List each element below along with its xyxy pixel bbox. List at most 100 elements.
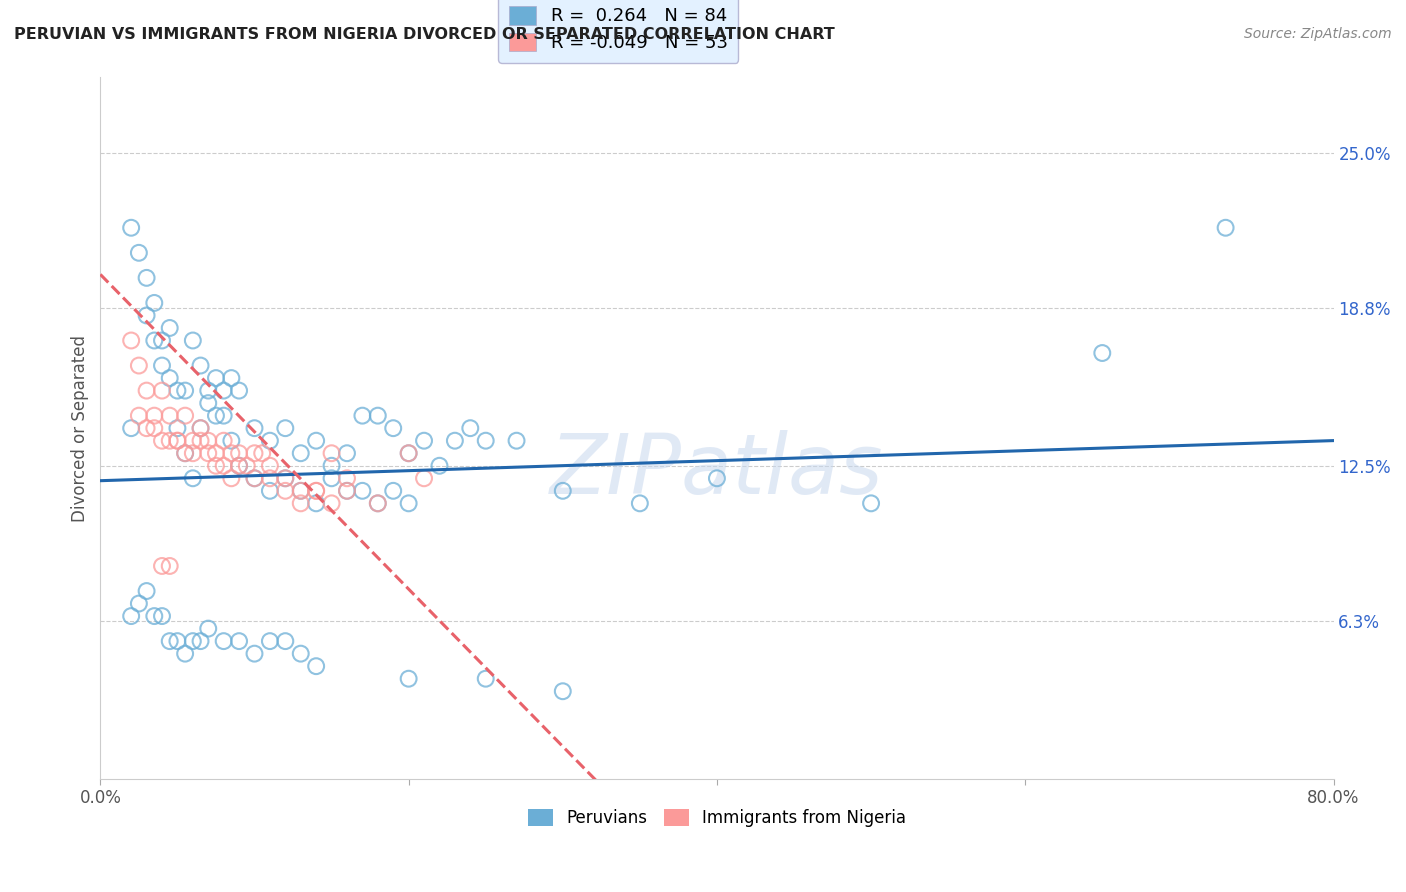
Y-axis label: Divorced or Separated: Divorced or Separated	[72, 334, 89, 522]
Point	[143, 296, 166, 310]
Point	[274, 634, 297, 648]
Point	[444, 434, 467, 448]
Point	[135, 309, 157, 323]
Point	[551, 684, 574, 698]
Point	[128, 409, 150, 423]
Point	[181, 434, 204, 448]
Point	[174, 647, 197, 661]
Point	[190, 434, 212, 448]
Point	[305, 496, 328, 510]
Point	[159, 434, 181, 448]
Point	[128, 359, 150, 373]
Point	[150, 359, 173, 373]
Point	[305, 434, 328, 448]
Point	[860, 496, 883, 510]
Point	[197, 446, 219, 460]
Point	[221, 371, 243, 385]
Point	[190, 421, 212, 435]
Point	[166, 434, 188, 448]
Point	[212, 384, 235, 398]
Point	[243, 471, 266, 485]
Point	[212, 634, 235, 648]
Point	[367, 496, 389, 510]
Point	[205, 446, 228, 460]
Point	[120, 220, 142, 235]
Point	[352, 483, 374, 498]
Point	[205, 371, 228, 385]
Point	[212, 458, 235, 473]
Point	[221, 446, 243, 460]
Point	[352, 409, 374, 423]
Point	[174, 384, 197, 398]
Point	[221, 471, 243, 485]
Point	[382, 483, 405, 498]
Point	[250, 446, 273, 460]
Point	[159, 409, 181, 423]
Point	[321, 496, 343, 510]
Point	[205, 458, 228, 473]
Point	[174, 446, 197, 460]
Point	[159, 321, 181, 335]
Point	[458, 421, 481, 435]
Point	[305, 483, 328, 498]
Point	[505, 434, 527, 448]
Point	[274, 471, 297, 485]
Point	[120, 609, 142, 624]
Point	[290, 647, 312, 661]
Point	[474, 672, 496, 686]
Point	[228, 634, 250, 648]
Point	[228, 458, 250, 473]
Point	[367, 496, 389, 510]
Point	[143, 609, 166, 624]
Point	[628, 496, 651, 510]
Point	[120, 421, 142, 435]
Point	[243, 421, 266, 435]
Point	[135, 271, 157, 285]
Point	[367, 409, 389, 423]
Point	[212, 434, 235, 448]
Point	[336, 483, 359, 498]
Point	[474, 434, 496, 448]
Point	[321, 446, 343, 460]
Point	[551, 483, 574, 498]
Point	[243, 647, 266, 661]
Point	[166, 434, 188, 448]
Point	[1215, 220, 1237, 235]
Text: ZIPatlas: ZIPatlas	[550, 430, 884, 511]
Point	[321, 471, 343, 485]
Point	[174, 409, 197, 423]
Point	[259, 634, 281, 648]
Point	[305, 483, 328, 498]
Point	[135, 421, 157, 435]
Point	[274, 483, 297, 498]
Point	[382, 421, 405, 435]
Point	[150, 558, 173, 573]
Point	[159, 371, 181, 385]
Point	[228, 458, 250, 473]
Text: PERUVIAN VS IMMIGRANTS FROM NIGERIA DIVORCED OR SEPARATED CORRELATION CHART: PERUVIAN VS IMMIGRANTS FROM NIGERIA DIVO…	[14, 27, 835, 42]
Point	[128, 245, 150, 260]
Point	[150, 334, 173, 348]
Point	[1091, 346, 1114, 360]
Point	[143, 421, 166, 435]
Point	[290, 496, 312, 510]
Point	[181, 334, 204, 348]
Point	[243, 471, 266, 485]
Point	[166, 384, 188, 398]
Point	[135, 584, 157, 599]
Point	[228, 446, 250, 460]
Point	[197, 622, 219, 636]
Point	[150, 384, 173, 398]
Point	[181, 634, 204, 648]
Point	[150, 434, 173, 448]
Point	[398, 496, 420, 510]
Point	[120, 334, 142, 348]
Point	[290, 483, 312, 498]
Point	[413, 434, 436, 448]
Point	[398, 446, 420, 460]
Point	[259, 483, 281, 498]
Point	[166, 634, 188, 648]
Point	[336, 446, 359, 460]
Point	[236, 458, 259, 473]
Point	[221, 434, 243, 448]
